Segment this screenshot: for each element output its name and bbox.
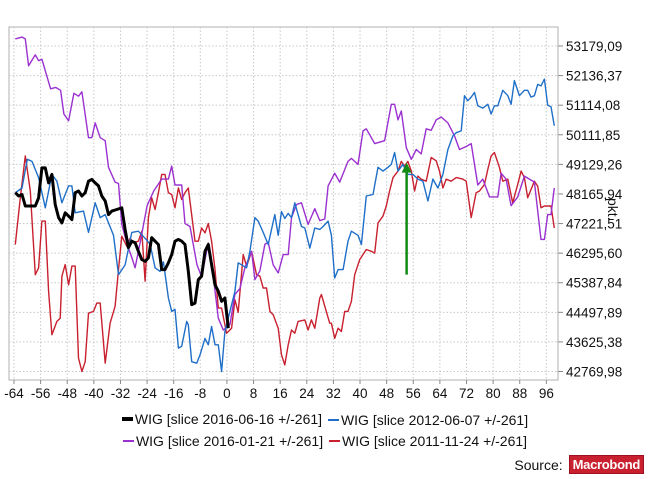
y-tick-label: 49129,26 bbox=[566, 157, 622, 172]
y-tick-label: 52136,37 bbox=[566, 69, 622, 84]
x-tick-label: -48 bbox=[57, 386, 77, 400]
x-tick-label: -56 bbox=[31, 386, 51, 400]
legend-label: WIG [slice 2012-06-07 +/-261] bbox=[340, 412, 529, 428]
legend-label: WIG [slice 2016-01-21 +/-261] bbox=[135, 433, 324, 449]
annotation-arrow-head bbox=[401, 162, 412, 173]
x-tick-label: -32 bbox=[111, 386, 131, 400]
x-tick-label: -64 bbox=[4, 386, 24, 400]
x-tick-label: -8 bbox=[194, 386, 206, 400]
y-tick-label: 43625,38 bbox=[566, 335, 622, 350]
y-tick-label: 45387,84 bbox=[566, 276, 623, 291]
x-tick-label: 88 bbox=[512, 386, 527, 400]
series-line-3 bbox=[15, 36, 555, 331]
legend-item: WIG [slice 2011-11-24 +/-261] bbox=[328, 433, 528, 449]
line-chart: 53179,09 52136,37 51114,08 50111,85 49129,26… bbox=[4, 26, 623, 400]
legend-item: WIG [slice 2016-01-21 +/-261] bbox=[122, 433, 324, 449]
source-note: Source: Macrobond bbox=[514, 455, 644, 474]
legend-row-1: WIG [slice 2016-06-16 +/-261] WIG [slice… bbox=[0, 408, 650, 428]
y-tick-label: 48165,94 bbox=[566, 187, 623, 202]
x-tick-label: -16 bbox=[164, 386, 184, 400]
x-tick-label: 0 bbox=[223, 386, 231, 400]
x-tick-label: 40 bbox=[353, 386, 368, 400]
x-tick-label: 96 bbox=[539, 386, 554, 400]
legend-swatch bbox=[121, 417, 133, 421]
y-tick-label: 50111,85 bbox=[566, 128, 620, 143]
legend-row-2: WIG [slice 2016-01-21 +/-261] WIG [slice… bbox=[0, 429, 650, 449]
legend-item: WIG [slice 2012-06-07 +/-261] bbox=[327, 412, 529, 428]
x-tick-label: 16 bbox=[273, 386, 288, 400]
macrobond-logo: Macrobond bbox=[568, 455, 644, 474]
x-tick-label: -40 bbox=[84, 386, 104, 400]
x-tick-label: 32 bbox=[326, 386, 341, 400]
legend-item: WIG [slice 2016-06-16 +/-261] bbox=[121, 411, 323, 427]
legend-swatch bbox=[328, 440, 340, 442]
x-tick-label: 8 bbox=[250, 386, 258, 400]
legend-label: WIG [slice 2011-11-24 +/-261] bbox=[341, 433, 528, 449]
x-tick-label: 24 bbox=[299, 386, 315, 400]
source-label: Source: bbox=[514, 456, 563, 473]
y-axis-title: pkt. bbox=[605, 198, 621, 221]
y-tick-label: 42769,98 bbox=[566, 365, 622, 380]
y-tick-label: 51114,08 bbox=[566, 98, 620, 113]
legend-label: WIG [slice 2016-06-16 +/-261] bbox=[134, 411, 323, 427]
legend-swatch bbox=[122, 440, 134, 442]
x-tick-label: -24 bbox=[137, 386, 157, 400]
series-line-4 bbox=[14, 151, 555, 373]
series-line-1 bbox=[14, 166, 230, 329]
y-tick-label: 46295,60 bbox=[566, 246, 622, 261]
plot-area bbox=[8, 26, 559, 381]
y-tick-label: 53179,09 bbox=[566, 39, 622, 54]
x-tick-label: 72 bbox=[459, 386, 474, 400]
legend-swatch bbox=[327, 419, 339, 421]
y-tick-label: 47221,51 bbox=[566, 217, 622, 232]
x-tick-label: 48 bbox=[379, 386, 394, 400]
series-line-2 bbox=[14, 78, 555, 373]
y-tick-label: 44497,89 bbox=[566, 305, 622, 320]
x-tick-label: 64 bbox=[432, 386, 448, 400]
x-tick-label: 80 bbox=[486, 386, 501, 400]
x-tick-label: 56 bbox=[406, 386, 421, 400]
